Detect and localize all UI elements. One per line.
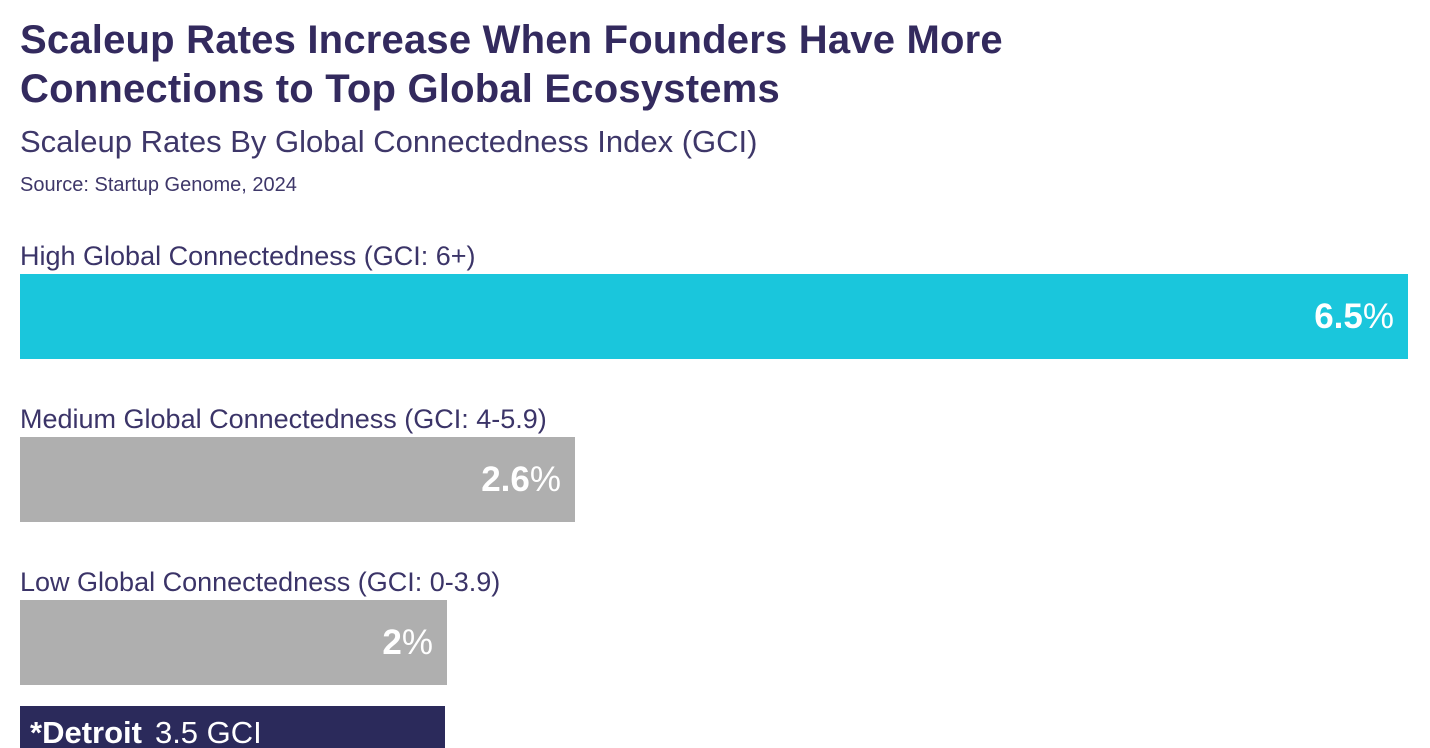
bar-row-medium: Medium Global Connectedness (GCI: 4-5.9)…: [20, 404, 1408, 522]
chart-title-line2: Connections to Top Global Ecosystems: [20, 67, 780, 111]
bar-category-label-low: Low Global Connectedness (GCI: 0-3.9): [20, 567, 501, 597]
bar-value-label-high: 6.5%: [1314, 296, 1394, 336]
bar-category-label-medium: Medium Global Connectedness (GCI: 4-5.9): [20, 404, 547, 434]
bar-low-gci: 2%: [20, 600, 447, 685]
bar-row-low: Low Global Connectedness (GCI: 0-3.9) 2%: [20, 567, 1408, 685]
chart-title-line1: Scaleup Rates Increase When Founders Hav…: [20, 18, 1003, 62]
detroit-label: *Detroit: [30, 715, 142, 748]
bar-category-label-high: High Global Connectedness (GCI: 6+): [20, 241, 476, 271]
bar-value-label-low: 2%: [382, 622, 433, 662]
detroit-gci-value: 3.5 GCI: [154, 715, 262, 748]
chart-subtitle: Scaleup Rates By Global Connectedness In…: [20, 124, 758, 159]
bar-medium-gci: 2.6%: [20, 437, 575, 522]
bar-high-gci: 6.5%: [20, 274, 1408, 359]
source-note: Source: Startup Genome, 2024: [20, 174, 297, 196]
chart-title: Scaleup Rates Increase When Founders Hav…: [20, 16, 1408, 114]
detroit-annotation-bar: *Detroit 3.5 GCI: [20, 706, 445, 748]
bar-row-high: High Global Connectedness (GCI: 6+) 6.5%: [20, 241, 1408, 359]
bar-value-label-medium: 2.6%: [481, 459, 561, 499]
